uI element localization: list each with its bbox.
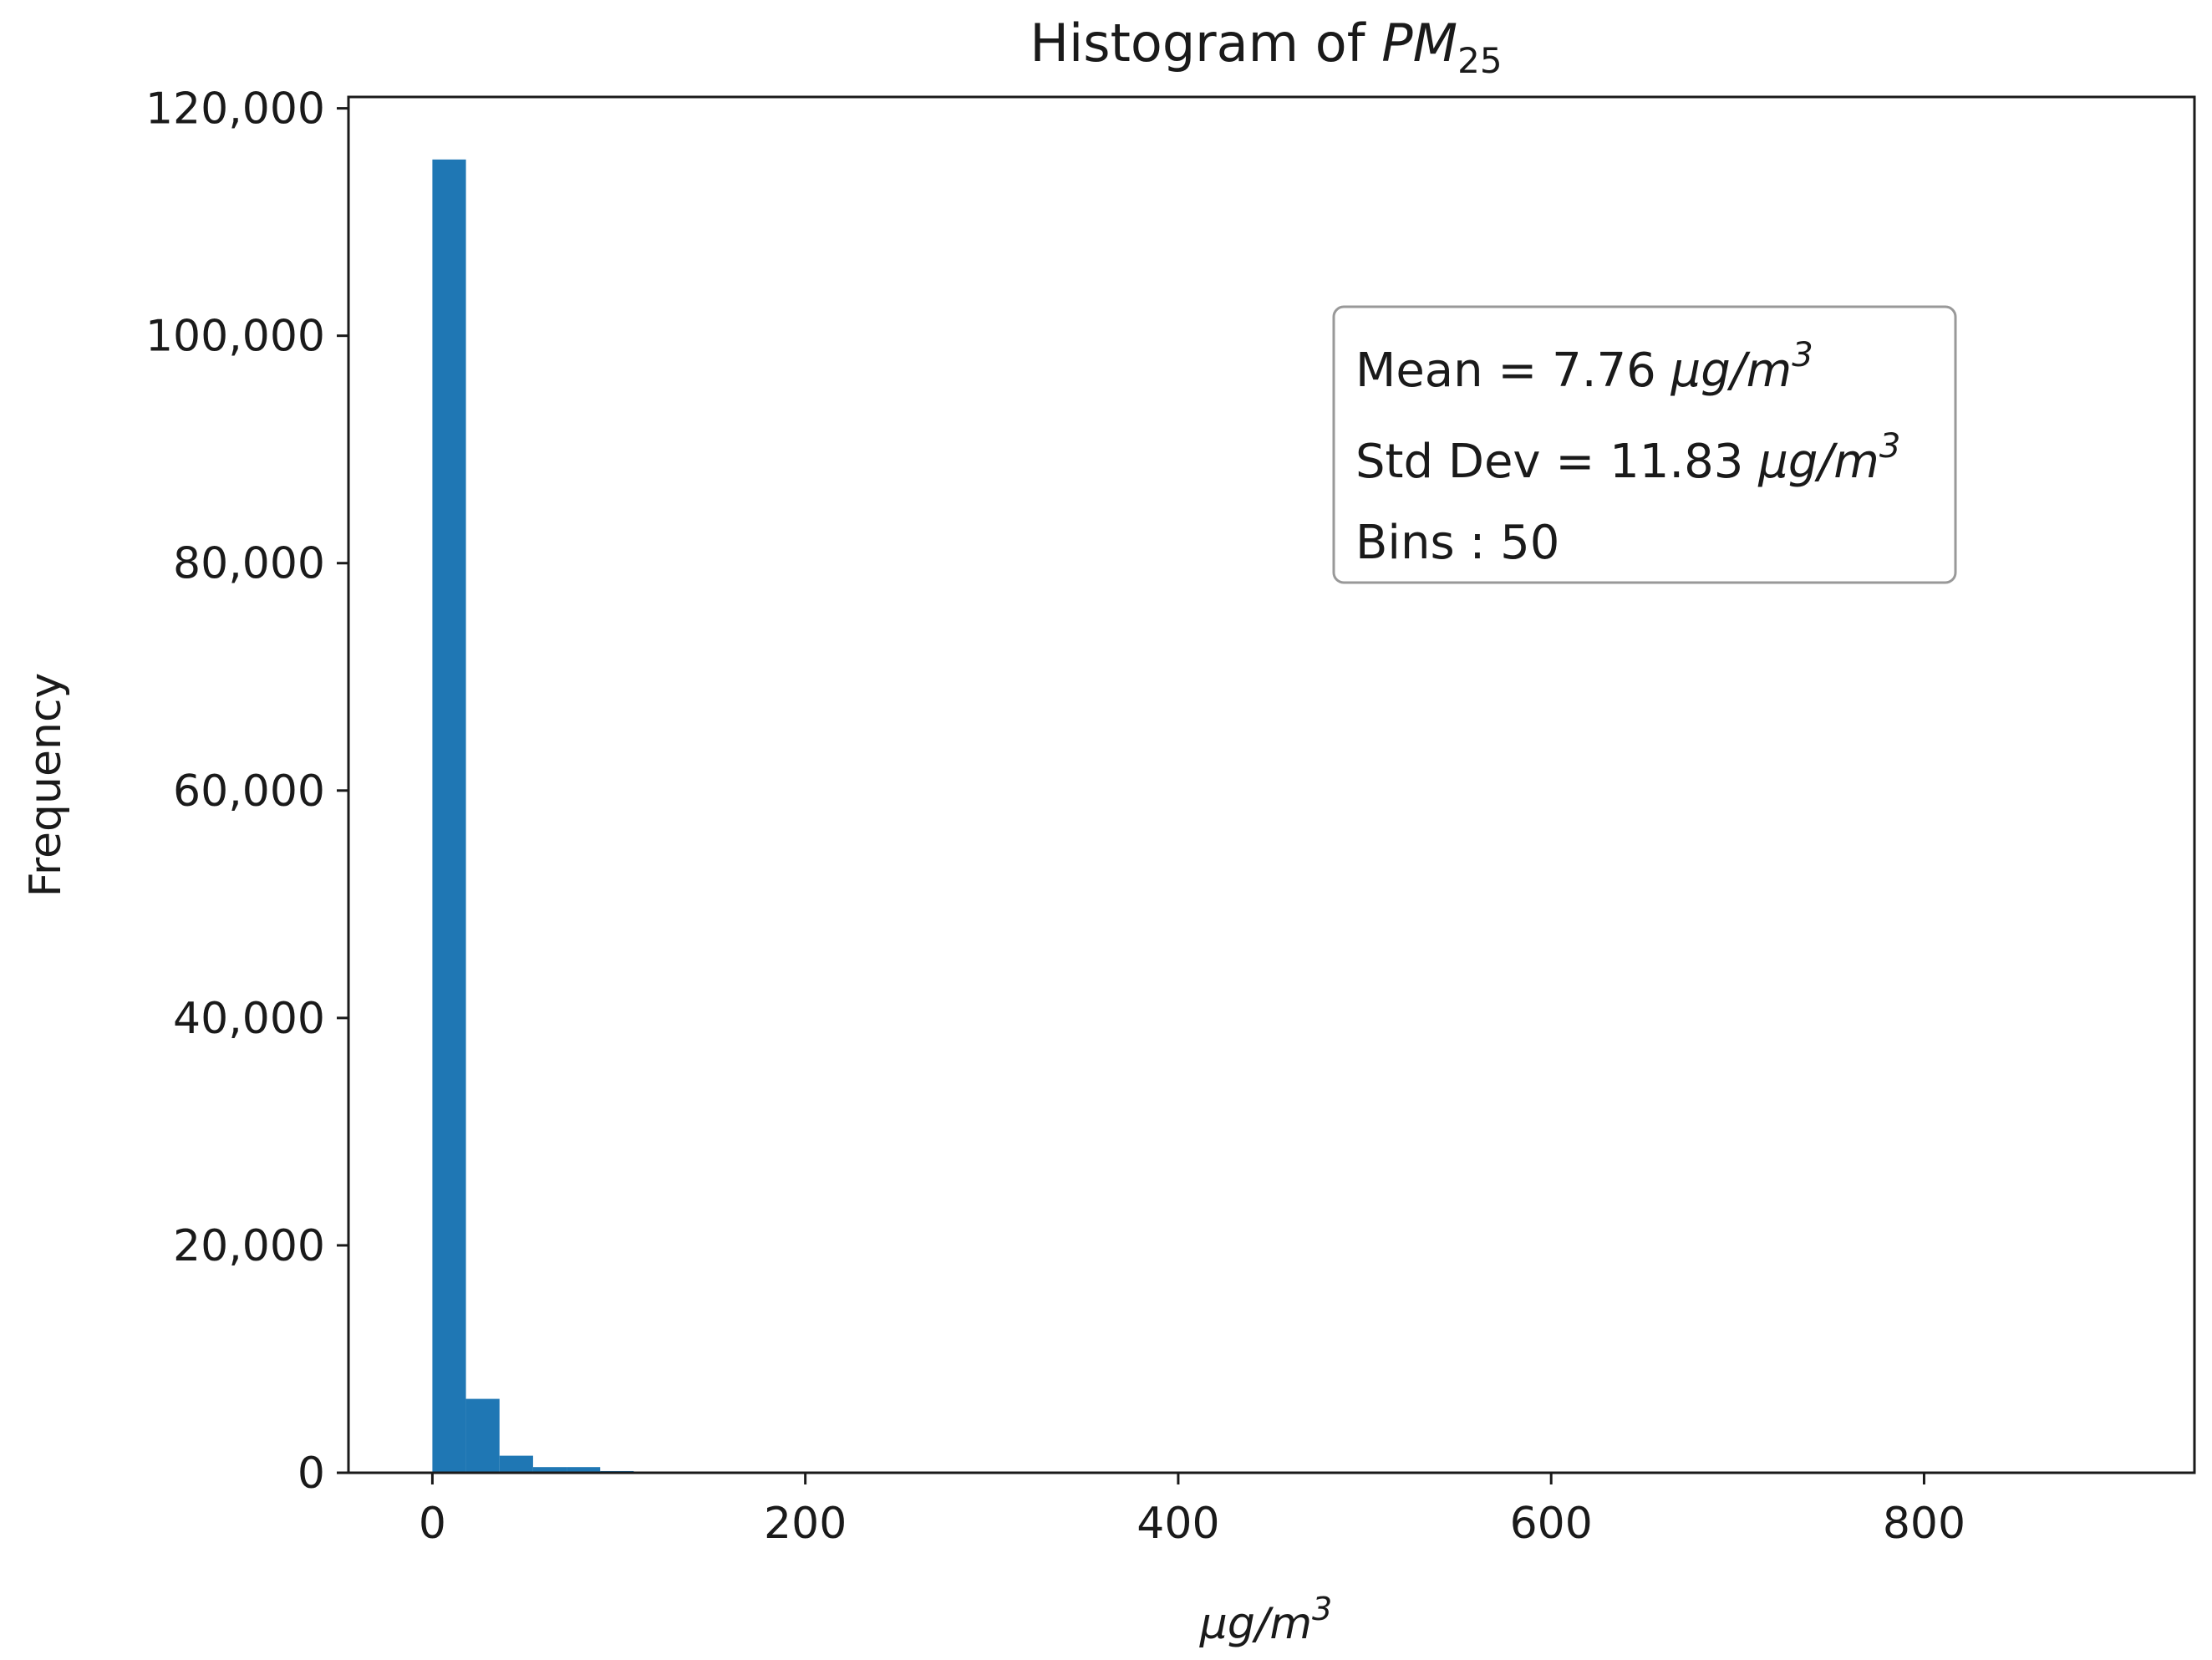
x-tick-label: 800 xyxy=(1883,1499,1965,1549)
x-tick-label: 400 xyxy=(1137,1499,1219,1549)
histogram-bar-3 xyxy=(532,1467,567,1473)
y-tick-label: 40,000 xyxy=(173,994,325,1044)
y-tick-label: 60,000 xyxy=(173,766,325,817)
stats-annotation-line: Bins : 50 xyxy=(1355,516,1559,570)
y-tick-label: 80,000 xyxy=(173,539,325,589)
x-tick-label: 200 xyxy=(764,1499,847,1549)
histogram-bar-1 xyxy=(465,1398,500,1473)
x-tick-label: 0 xyxy=(419,1499,446,1549)
x-axis-ticks: 0 200 400 600 800 xyxy=(419,1473,1965,1549)
histogram-bar-4 xyxy=(567,1467,601,1473)
y-tick-label: 100,000 xyxy=(145,312,325,362)
histogram-bars xyxy=(432,159,735,1474)
stats-annotation-lines: Mean = 7.76 μg/m3 Std Dev = 11.83 μg/m3 Bi… xyxy=(1355,336,1900,570)
histogram-bar-2 xyxy=(499,1455,533,1473)
x-axis-title: μg/m3 xyxy=(1199,1591,1332,1649)
y-tick-label: 0 xyxy=(297,1449,325,1499)
stats-annotation-box xyxy=(1332,305,1957,584)
y-axis-title: Frequency xyxy=(21,673,71,898)
stats-annotation-line: Std Dev = 11.83 μg/m3 xyxy=(1355,427,1900,489)
chart-title: Histogram of PM25 xyxy=(1030,13,1502,81)
plot-frame xyxy=(347,95,2196,1474)
y-axis-ticks: 0 20,000 40,000 60,000 80,000 100,000 120,000 xyxy=(145,84,348,1499)
histogram-bar-0 xyxy=(432,159,466,1474)
stats-annotation: Mean = 7.76 μg/m3 Std Dev = 11.83 μg/m3 Bi… xyxy=(1332,305,1957,584)
stats-annotation-line: Mean = 7.76 μg/m3 xyxy=(1355,336,1813,398)
x-tick-label: 600 xyxy=(1510,1499,1593,1549)
y-tick-label: 120,000 xyxy=(145,84,325,135)
y-tick-label: 20,000 xyxy=(173,1221,325,1271)
